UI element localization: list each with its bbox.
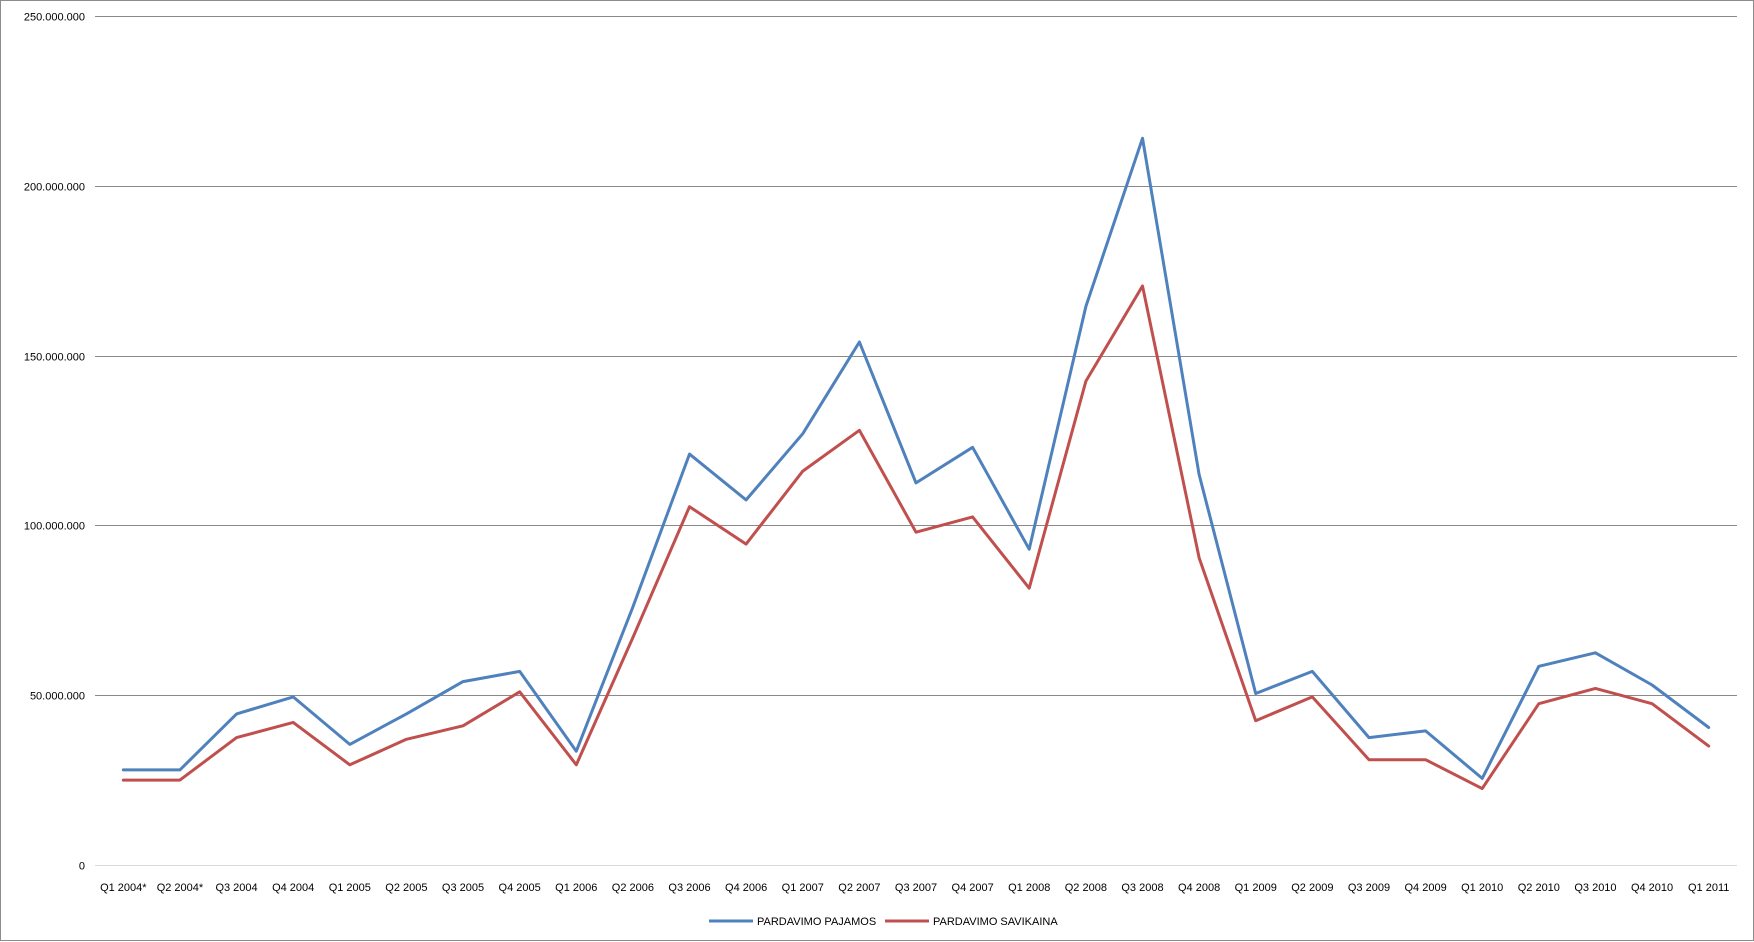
y-axis-tick-labels: 0 50.000.000 100.000.000 150.000.000 200.000… <box>24 12 85 873</box>
y-tick-label: 50.000.000 <box>30 691 85 703</box>
x-tick-label: Q3 2004 <box>215 882 257 894</box>
y-tick-label: 200.000.000 <box>24 182 85 194</box>
x-tick-label: Q4 2010 <box>1631 882 1673 894</box>
x-tick-label: Q2 2004* <box>157 882 204 894</box>
x-tick-label: Q2 2008 <box>1065 882 1107 894</box>
y-tick-label: 150.000.000 <box>24 352 85 364</box>
x-tick-label: Q1 2008 <box>1008 882 1050 894</box>
y-tick-label: 0 <box>79 861 85 873</box>
x-tick-label: Q1 2009 <box>1235 882 1277 894</box>
x-axis-tick-labels: Q1 2004* Q2 2004* Q3 2004 Q4 2004 Q1 2005 Q2 … <box>100 882 1729 894</box>
legend-label-1: PARDAVIMO PAJAMOS <box>757 916 876 928</box>
x-tick-label: Q2 2009 <box>1291 882 1333 894</box>
x-tick-label: Q3 2009 <box>1348 882 1390 894</box>
x-tick-label: Q2 2007 <box>838 882 880 894</box>
y-tick-label: 100.000.000 <box>24 521 85 533</box>
x-tick-label: Q2 2010 <box>1518 882 1560 894</box>
legend-label-2: PARDAVIMO SAVIKAINA <box>933 916 1058 928</box>
x-tick-label: Q3 2008 <box>1121 882 1163 894</box>
series-lines <box>121 136 1711 791</box>
x-tick-label: Q4 2009 <box>1404 882 1446 894</box>
x-tick-label: Q4 2005 <box>499 882 541 894</box>
x-tick-label: Q1 2005 <box>329 882 371 894</box>
legend: PARDAVIMO PAJAMOS PARDAVIMO SAVIKAINA <box>709 916 1058 928</box>
x-tick-label: Q1 2011 <box>1688 882 1729 894</box>
x-tick-label: Q4 2004 <box>272 882 314 894</box>
y-tick-label: 250.000.000 <box>24 12 85 24</box>
gridlines <box>95 16 1737 866</box>
x-tick-label: Q4 2007 <box>952 882 994 894</box>
x-tick-label: Q3 2005 <box>442 882 484 894</box>
x-tick-label: Q2 2005 <box>385 882 427 894</box>
series-line-2 <box>121 284 1711 791</box>
x-tick-label: Q1 2006 <box>555 882 597 894</box>
series-line-1 <box>121 136 1711 780</box>
x-tick-label: Q3 2010 <box>1574 882 1616 894</box>
x-tick-label: Q1 2010 <box>1461 882 1503 894</box>
x-tick-label: Q4 2008 <box>1178 882 1220 894</box>
x-tick-label: Q4 2006 <box>725 882 767 894</box>
x-tick-label: Q3 2006 <box>668 882 710 894</box>
x-tick-label: Q1 2004* <box>100 882 147 894</box>
x-tick-label: Q3 2007 <box>895 882 937 894</box>
x-tick-label: Q2 2006 <box>612 882 654 894</box>
x-tick-label: Q1 2007 <box>782 882 824 894</box>
